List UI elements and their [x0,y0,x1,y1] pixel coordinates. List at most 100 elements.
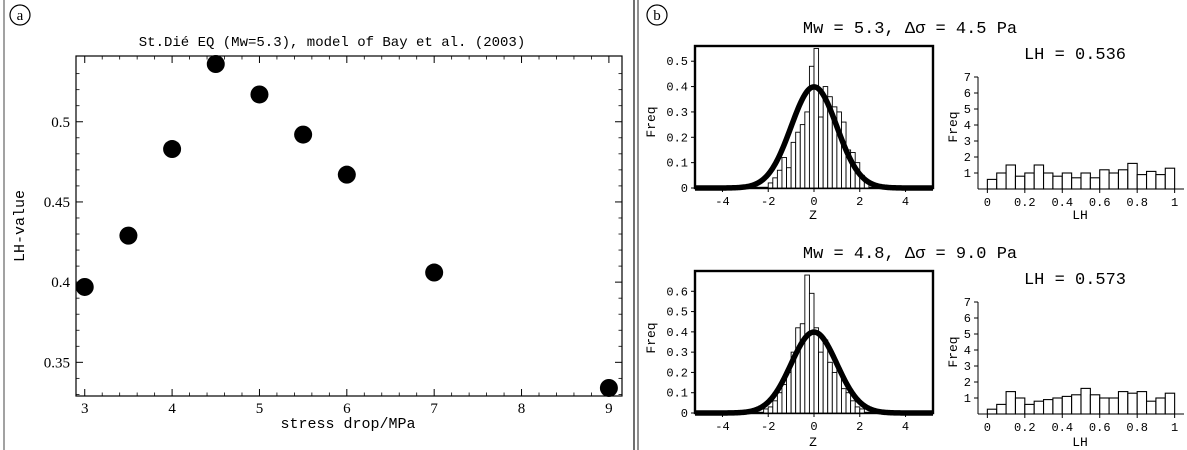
top-group-title: Mw = 5.3, Δσ = 4.5 Pa [803,20,1017,39]
lh-y-tick-label: 5 [964,328,971,342]
z-y-tick-label: 0.4 [666,81,688,95]
lh-bar [1117,169,1129,190]
lh-bar [1033,400,1045,415]
lh-bar [1052,175,1063,190]
lh-bar [1089,177,1101,190]
z-x-tick-label: 0 [810,195,817,209]
scatter-title: St.Dié EQ (Mw=5.3), model of Bay et al. … [139,35,525,51]
lh-x-tick-label: 1 [1171,196,1178,210]
bottom-lh-hist-xlabel: LH [1072,435,1088,450]
data-point [250,85,269,104]
lh-x-tick-label: 0.6 [1089,421,1111,435]
bottom-lh-title: LH = 0.573 [1024,271,1126,290]
histogram-bar [767,406,774,414]
data-point [206,55,225,74]
lh-bar [1099,169,1110,190]
x-tick-label: 8 [518,401,526,417]
normal-curve [693,329,935,416]
lh-x-tick-label: 0.8 [1126,196,1148,210]
histogram-bar [804,111,810,189]
histogram-bar [772,400,778,414]
z-y-tick-label: 0.2 [666,131,688,145]
histogram-bar [790,141,797,189]
normal-curve [693,84,935,191]
lh-y-tick-label: 6 [964,87,971,101]
histogram-bar [804,274,810,414]
histogram-bar [786,167,792,189]
lh-bar [1033,164,1045,190]
histogram-bar [818,351,824,414]
histogram-bar [845,392,852,414]
z-x-tick-label: -2 [761,420,775,434]
x-tick-label: 5 [256,401,264,417]
scatter-points [75,55,618,397]
lh-bar [1024,403,1035,415]
lh-bar [1136,391,1148,415]
lh-x-tick-label: 0.8 [1126,421,1148,435]
lh-y-tick-label: 3 [964,135,971,149]
lh-bar [1108,172,1120,190]
z-x-tick-label: 2 [856,420,863,434]
histogram-bar [818,116,824,189]
lh-bar [1061,395,1073,415]
lh-bar [1127,162,1138,190]
lh-bar [1089,394,1101,415]
lh-bar [1080,172,1091,190]
bottom-histogram-group: Mw = 4.8, Δσ = 9.0 Pa LH = 0.573 Freq Z … [644,245,1184,450]
lh-x-tick-label: 0.4 [1051,196,1073,210]
lh-x-tick-label: 0.6 [1089,196,1111,210]
scatter-frame [75,55,623,397]
histogram-bar [795,131,801,189]
lh-y-tick-label: 6 [964,312,971,326]
histogram-bar [786,371,792,414]
histogram-bar [767,182,774,189]
lh-bar [996,172,1007,190]
histogram-bar [763,408,769,414]
y-tick-label: 0.35 [44,355,70,371]
scatter-xlabel: stress drop/MPa [280,416,415,433]
lh-bar [1052,397,1063,415]
z-x-tick-label: 4 [902,195,909,209]
z-y-tick-label: 0.1 [666,387,688,401]
lh-x-tick-label: 0.4 [1051,421,1073,435]
x-tick-label: 3 [81,401,89,417]
histogram-bar [808,292,815,414]
data-point [119,226,138,245]
data-point [599,378,618,397]
panel-label-a-text: a [17,8,24,24]
z-x-tick-label: 0 [810,420,817,434]
lh-bar [1024,172,1035,190]
top-histogram-group: Mw = 5.3, Δσ = 4.5 Pa LH = 0.536 Freq Z … [644,20,1184,223]
bottom-lh-histogram: 0 0.2 0.4 0.6 0.8 1 1 2 3 4 5 6 7 [964,296,1184,435]
data-point [75,277,94,296]
lh-y-tick-label: 4 [964,119,971,133]
bottom-z-hist-xlabel: Z [809,435,817,450]
z-x-tick-label: 4 [902,420,909,434]
lh-bar [1127,392,1138,415]
z-y-tick-label: 0.2 [666,366,688,380]
x-tick-label: 6 [343,401,351,417]
z-y-tick-label: 0.6 [666,285,688,299]
lh-bar [1005,164,1017,190]
y-tick-label: 0.5 [51,115,70,131]
histogram-bar [841,388,847,414]
data-point [163,140,182,159]
histogram-bar [850,400,856,414]
y-tick-label: 0.45 [44,195,70,211]
z-x-tick-label: 2 [856,195,863,209]
lh-bar [1145,400,1157,415]
lh-bar [1117,391,1129,415]
lh-bar [1164,167,1176,190]
top-z-histogram: -4 -2 0 2 4 0 0.1 0.2 0.3 0.4 0.5 [666,48,935,209]
lh-bar [996,403,1007,415]
x-tick-label: 9 [605,401,613,417]
histogram-bar [776,392,783,414]
z-x-tick-label: -4 [715,195,729,209]
lh-y-tick-label: 5 [964,103,971,117]
z-y-tick-label: 0.3 [666,106,688,120]
data-point [294,125,313,144]
lh-bar [1071,394,1082,415]
z-y-tick-label: 0.4 [666,326,688,340]
lh-bar [1145,170,1157,190]
